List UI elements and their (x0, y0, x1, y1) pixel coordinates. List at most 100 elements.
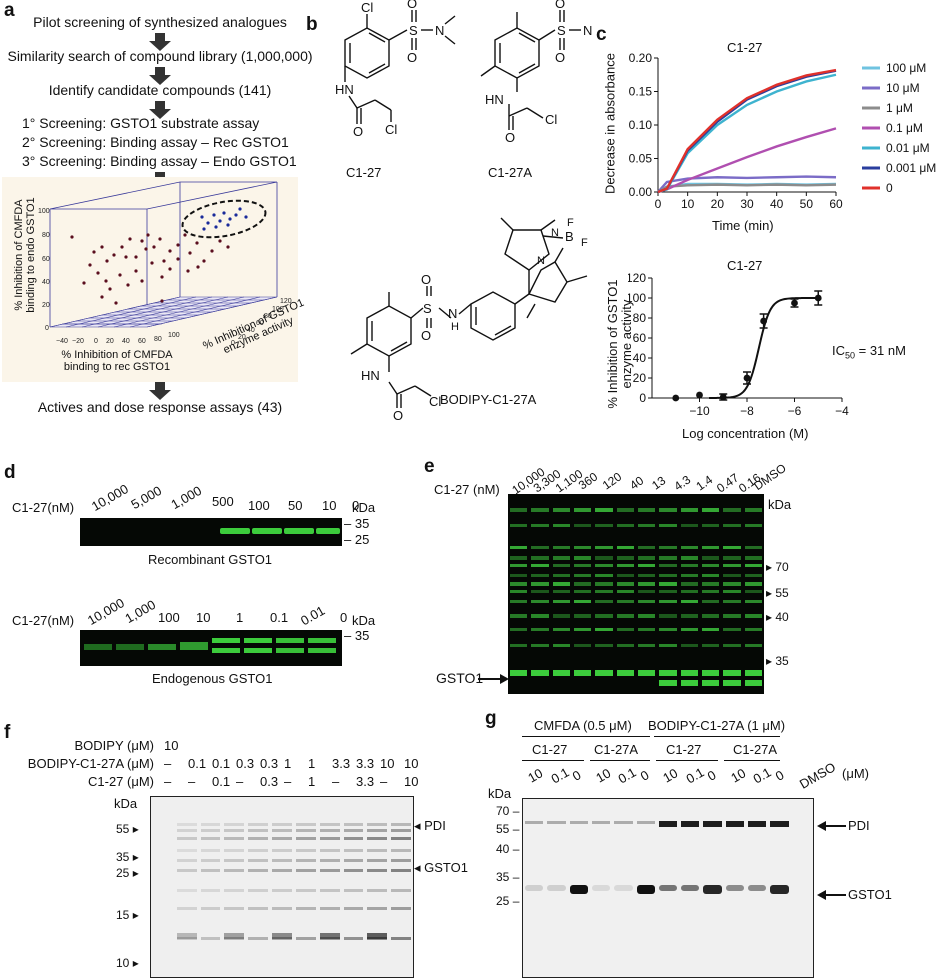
svg-text:−40: −40 (56, 338, 68, 345)
gel-band (702, 600, 720, 603)
x-tick-label: 50 (800, 197, 814, 211)
gel-band (574, 546, 592, 549)
gsto1-band (591, 885, 611, 891)
g-group1-line (522, 736, 650, 737)
svg-text:O: O (353, 124, 363, 139)
gel-band (343, 907, 364, 910)
g-lane-label: 10 (660, 765, 681, 786)
gel-band (367, 869, 388, 872)
y-tick-label: 0 (639, 391, 646, 405)
gel-band (510, 582, 528, 586)
svg-text:N: N (448, 306, 457, 321)
flow-arrow-icon (149, 101, 171, 119)
gel-band (744, 590, 762, 593)
gel-band (176, 837, 197, 840)
gel-band (200, 823, 221, 826)
ic50-value: = 31 nM (855, 343, 906, 358)
gel-band (367, 849, 388, 852)
gel-band (176, 869, 197, 872)
pdi-band (591, 821, 611, 824)
rec-caption: Recombinant GSTO1 (148, 552, 273, 567)
panel-g-gel (522, 798, 814, 978)
endogenous-gel (80, 630, 342, 666)
gel-band (723, 574, 741, 577)
gel-band (552, 564, 570, 567)
3d-z-label-line1: % Inhibition of CMFDA (13, 199, 25, 311)
gel-band (343, 859, 364, 862)
gel-band (680, 614, 698, 618)
f-row-value: 1 (308, 774, 316, 789)
3d-x-label-line1: % Inhibition of CMFDA (61, 349, 173, 361)
gel-band (343, 869, 364, 872)
gel-band (224, 859, 245, 862)
g-sub-group: C1-27 (666, 742, 702, 757)
pdi-band (636, 821, 655, 824)
gel-band (200, 907, 221, 910)
absorbance-chart: 0.00 0.05 0.10 0.15 0.20 0 10 20 30 40 50 60 100 μM… (629, 51, 937, 211)
g-lane-label: 10 (525, 765, 546, 786)
g-marker-40: 40 – (496, 842, 520, 856)
gel-band (367, 823, 388, 826)
gel-band (659, 582, 677, 586)
gel-band (510, 628, 528, 631)
svg-text:120: 120 (280, 298, 292, 305)
gel-band (552, 508, 570, 512)
gsto1-band (703, 885, 722, 894)
legend-label: 100 μM (886, 61, 926, 75)
svg-text:S: S (423, 301, 432, 316)
gel-band (574, 628, 592, 631)
gel-band (531, 644, 549, 647)
flow-arrow-icon (149, 67, 171, 85)
gel-band (659, 590, 677, 593)
gel-band (552, 556, 570, 560)
svg-text:N: N (551, 227, 559, 239)
x-tick-label: 40 (770, 197, 784, 211)
f-row-value: 1 (308, 756, 316, 771)
x-tick-label: 10 (681, 197, 695, 211)
e-lane-label: 4.3 (671, 472, 694, 494)
gel-band (680, 628, 698, 631)
endo-lane-label: 1 (236, 610, 244, 625)
g-gsto1-arrow-icon (817, 890, 846, 900)
gsto1-band (748, 885, 767, 891)
gel-band (638, 546, 656, 549)
gsto1-band (569, 885, 588, 894)
e-gsto1-arrow-icon (478, 674, 509, 684)
g-lane-label: 0 (772, 767, 786, 784)
rec-lane-label: 50 (288, 498, 303, 513)
data-point (760, 317, 768, 325)
gel-band (200, 849, 221, 852)
gel-band (552, 590, 570, 593)
endo-lane-label: 0 (340, 610, 348, 625)
gel-band (319, 869, 340, 872)
endo-marker-35: – 35 (344, 628, 370, 643)
gel-band (680, 546, 698, 549)
gsto1-band (176, 933, 197, 939)
gel-band (744, 644, 762, 647)
chart-bottom-xlabel: Log concentration (M) (682, 426, 809, 441)
gel-band (531, 590, 549, 593)
gel-band (680, 582, 698, 586)
chart-top-xlabel: Time (min) (712, 218, 774, 233)
gel-band (659, 628, 677, 631)
f-kda: kDa (114, 796, 138, 811)
svg-text:O: O (555, 0, 565, 11)
svg-text:60: 60 (138, 338, 146, 345)
gel-band (595, 508, 613, 512)
chemical-structures: Cl S OO N HN O Cl S OO N HN O Cl S OO N … (335, 0, 592, 420)
gel-band (680, 644, 698, 647)
f-row-value: 0.3 (260, 756, 279, 771)
gel-band (272, 937, 292, 940)
gel-band (723, 600, 741, 603)
gel-band (319, 837, 340, 840)
ic50-sub: 50 (845, 350, 856, 361)
gsto1-band-lower (659, 680, 677, 686)
gel-band (510, 524, 528, 527)
svg-text:O: O (407, 0, 417, 11)
dose-response-fit (708, 297, 818, 399)
svg-text:0: 0 (45, 325, 49, 332)
svg-text:O: O (407, 50, 417, 65)
gel-band (659, 524, 677, 527)
gel-band (595, 524, 613, 527)
gel-band (272, 859, 292, 862)
